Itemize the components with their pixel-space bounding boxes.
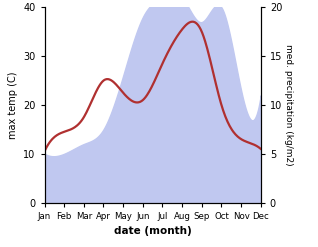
Y-axis label: med. precipitation (kg/m2): med. precipitation (kg/m2) bbox=[284, 44, 293, 166]
Y-axis label: max temp (C): max temp (C) bbox=[8, 71, 17, 139]
X-axis label: date (month): date (month) bbox=[114, 226, 191, 236]
